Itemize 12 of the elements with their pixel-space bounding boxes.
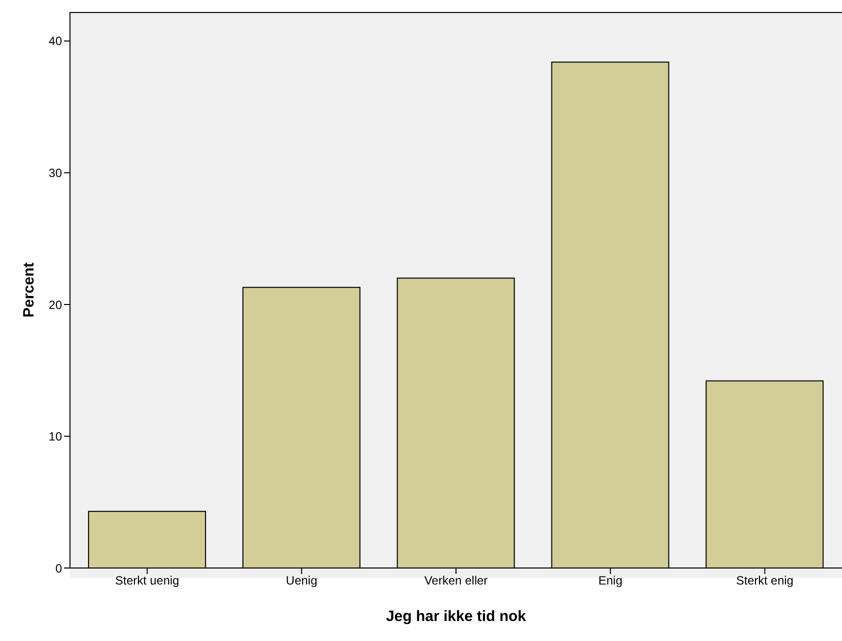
x-tick-label: Sterkt uenig: [115, 574, 180, 588]
y-tick-label: 20: [48, 298, 62, 312]
x-tick-label: Uenig: [286, 574, 318, 588]
x-axis-title: Jeg har ikke tid nok: [386, 608, 527, 625]
y-tick-label: 40: [48, 34, 62, 48]
y-tick-label: 30: [48, 166, 62, 180]
x-tick-label: Enig: [598, 574, 622, 588]
y-axis-title: Percent: [20, 262, 38, 318]
y-tick-label: 10: [48, 430, 62, 444]
x-tick-label: Verken eller: [424, 574, 488, 588]
x-tick-label: Sterkt enig: [736, 574, 794, 588]
y-tick-label: 0: [55, 561, 62, 576]
